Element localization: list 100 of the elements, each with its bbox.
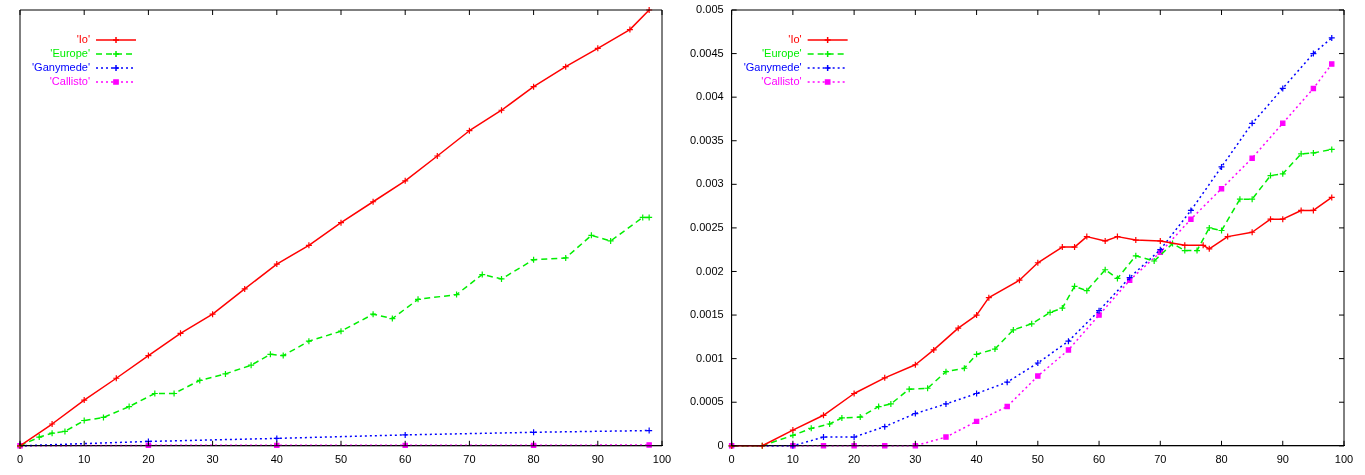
x-tick-label: 70 [1154,453,1167,466]
y-tick-label: 0.0025 [689,220,724,233]
point [1205,224,1213,232]
x-tick-label: 100 [652,453,672,466]
point [819,433,828,441]
point [1249,155,1255,161]
y-tick-label: 0.002 [696,264,724,277]
legend-label: 'Europe' [50,47,91,60]
x-tick-label: 80 [527,453,540,466]
x-tick-label: 0 [728,453,735,466]
y-tick-label: 0.001 [696,351,724,364]
y-tick-label: 0.0035 [689,133,724,146]
point [1132,236,1140,244]
point [1095,307,1103,315]
x-tick-label: 80 [1215,453,1228,466]
point [221,370,230,378]
y-tick-label: 0.0015 [689,308,724,321]
y-tick-label: 0.0045 [689,46,724,59]
point [1009,326,1017,334]
legend-label: 'Ganymede' [743,61,802,74]
x-tick-label: 40 [970,453,983,466]
point [1156,237,1164,245]
point [954,324,962,332]
point [942,400,950,408]
point [305,337,313,345]
point [1248,228,1256,236]
x-tick-label: 0 [16,453,24,466]
legend-label: 'Callisto' [49,75,91,88]
point [1187,206,1195,215]
point [337,327,345,335]
point [562,254,570,262]
x-tick-label: 70 [463,453,476,466]
point [1034,359,1042,367]
point [1188,216,1194,222]
point [401,431,409,439]
legend-label: 'Ganymede' [31,61,91,74]
y-tick-label: 0.0005 [689,395,724,408]
point [1297,206,1305,215]
point [48,429,56,437]
point [1193,246,1201,255]
point [826,420,834,428]
point [1065,347,1072,353]
point [1279,170,1287,178]
point [646,442,652,448]
point [972,311,981,319]
point [80,396,88,404]
point [1058,304,1066,312]
point [48,420,56,428]
point [838,414,846,422]
point [305,241,313,249]
point [369,310,377,318]
point [1309,149,1317,157]
point [626,26,634,34]
point [125,402,133,411]
x-tick-label: 50 [334,453,348,466]
point [905,385,913,393]
point [337,219,345,227]
y-tick-label: 0 [717,438,724,451]
point [607,237,615,245]
x-tick-label: 10 [78,453,91,466]
point [1150,257,1158,265]
point [850,389,858,398]
point [887,400,895,408]
point [882,443,888,449]
point [1004,403,1010,410]
point [1329,61,1335,67]
x-tick-label: 40 [270,453,283,466]
legend-label: 'Io' [788,33,802,46]
x-tick-label: 30 [909,453,922,466]
point [930,346,938,354]
point [850,433,858,441]
point [789,431,797,439]
x-tick-label: 90 [591,453,604,466]
x-tick-label: 20 [847,453,861,466]
point [1058,243,1066,251]
point [35,433,43,441]
point [1035,373,1041,379]
legend-label: 'Io' [76,33,91,46]
x-tick-label: 60 [399,453,412,466]
point [851,443,857,449]
point [1101,237,1109,245]
point [1248,195,1256,203]
legend-label: 'Callisto' [761,75,802,88]
point [433,152,441,160]
x-tick-label: 10 [786,453,800,466]
point [1236,195,1244,203]
x-tick-label: 100 [1334,453,1354,466]
legend-label: 'Europe' [761,47,802,60]
x-tick-label: 20 [142,453,155,466]
point [1280,120,1286,127]
point [61,427,69,436]
point [1070,243,1079,251]
x-tick-label: 90 [1276,453,1289,466]
point [856,413,864,421]
point [1297,150,1305,158]
y-tick-label: 0.003 [696,177,724,190]
point [991,345,999,353]
y-tick-label: 0.004 [696,90,724,103]
point [414,295,422,303]
point [1248,119,1256,127]
